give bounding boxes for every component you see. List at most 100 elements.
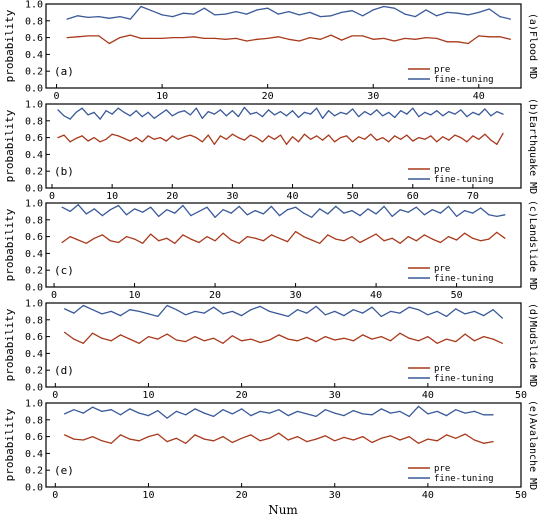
data-point [147, 313, 150, 315]
data-point [77, 204, 79, 206]
data-point [404, 37, 406, 40]
data-point [464, 412, 466, 414]
data-point [436, 440, 438, 442]
data-point [147, 436, 150, 438]
data-point [177, 138, 179, 140]
data-point [496, 143, 498, 145]
data-point [101, 313, 103, 315]
y-tick-label: 0.0 [25, 84, 43, 95]
data-point [400, 110, 402, 112]
legend-label: pre [434, 165, 450, 175]
data-point [93, 111, 95, 113]
data-point [135, 110, 137, 112]
data-point [246, 214, 248, 216]
data-point [412, 107, 414, 109]
data-point [87, 114, 89, 116]
data-point [222, 313, 224, 315]
data-point [81, 135, 83, 137]
data-point [182, 234, 184, 236]
data-point [445, 434, 448, 436]
data-point [99, 118, 101, 120]
data-point [364, 111, 366, 113]
data-point [306, 413, 308, 415]
data-point [142, 211, 144, 213]
data-point [298, 40, 300, 42]
y-tick-label: 0.6 [25, 133, 43, 144]
data-point [222, 436, 224, 438]
data-point [129, 140, 131, 142]
y-tick-label: 0.8 [25, 315, 43, 326]
series-line-fine-tuning [57, 106, 504, 120]
data-point [92, 332, 94, 334]
data-point [455, 308, 457, 310]
data-point [153, 138, 155, 140]
data-point [298, 14, 300, 16]
series-points-pre [57, 132, 504, 145]
data-point [324, 336, 326, 338]
data-point [195, 137, 197, 139]
data-point [291, 110, 294, 112]
data-point [436, 141, 438, 143]
data-point [110, 409, 112, 411]
data-point [430, 114, 432, 116]
data-point [407, 211, 409, 213]
data-point [376, 139, 378, 141]
data-point [193, 13, 195, 15]
data-point [431, 238, 433, 240]
data-point [175, 339, 177, 341]
data-point [496, 215, 498, 217]
data-point [189, 134, 191, 136]
x-tick-label: 40 [422, 490, 434, 501]
data-point [319, 208, 321, 210]
data-point [335, 205, 337, 207]
data-point [334, 115, 336, 117]
data-point [108, 17, 110, 19]
panel-letter: (e) [54, 464, 74, 477]
data-point [125, 214, 128, 216]
data-point [473, 310, 475, 312]
data-point [231, 413, 233, 415]
data-point [358, 116, 360, 118]
data-point [466, 141, 468, 143]
data-point [254, 210, 256, 212]
data-point [203, 312, 205, 314]
data-point [447, 236, 450, 238]
data-point [175, 410, 177, 412]
x-tick-label: 20 [209, 290, 221, 301]
data-point [82, 412, 84, 414]
data-point [499, 16, 501, 18]
panel-letter: (d) [54, 364, 74, 377]
panel-side-title: (d)Mudslide MD [527, 303, 538, 387]
data-point [415, 240, 417, 242]
data-point [214, 240, 216, 242]
data-point [101, 215, 103, 217]
data-point [268, 412, 271, 414]
data-point [480, 240, 482, 242]
data-point [125, 236, 128, 238]
data-point [69, 118, 71, 120]
data-point [190, 215, 192, 217]
data-point [343, 415, 345, 417]
data-point [259, 305, 261, 307]
data-point [267, 109, 270, 111]
data-point [455, 409, 457, 411]
data-point [203, 7, 205, 9]
data-point [478, 138, 480, 140]
data-point [287, 439, 289, 441]
data-point [231, 133, 233, 135]
data-point [412, 140, 414, 142]
data-point [147, 111, 149, 113]
data-point [488, 214, 490, 216]
data-point [380, 315, 382, 317]
data-point [250, 434, 252, 436]
data-point [147, 336, 150, 338]
data-point [297, 116, 300, 118]
data-point [490, 139, 492, 141]
data-point [383, 240, 385, 242]
data-point [109, 240, 111, 242]
data-point [129, 309, 131, 311]
data-point [279, 111, 282, 113]
data-point [483, 336, 485, 338]
data-point [483, 414, 485, 416]
data-point [165, 140, 167, 142]
